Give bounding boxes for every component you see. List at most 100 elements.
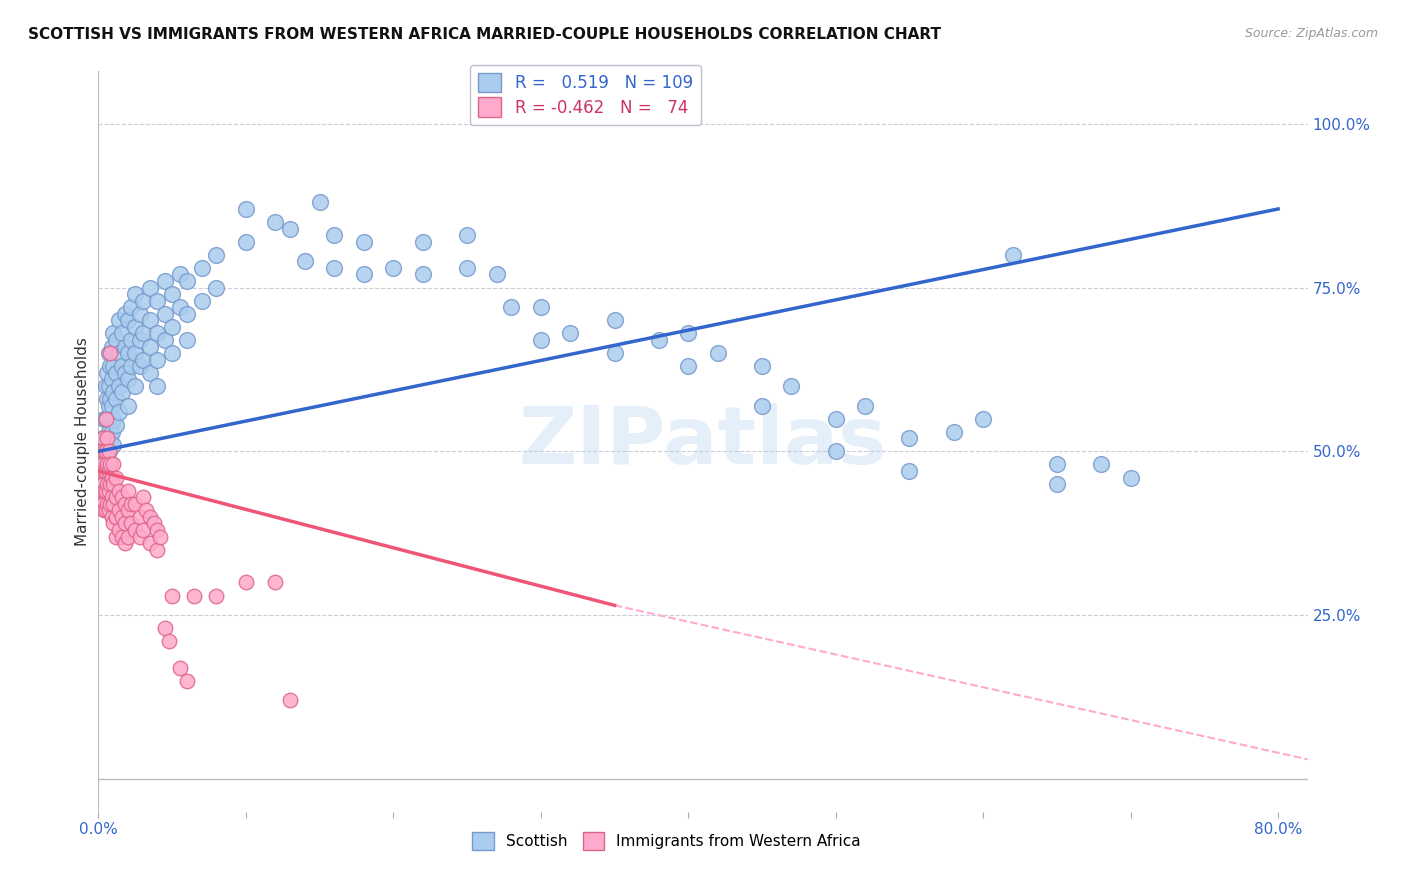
Point bbox=[1046, 477, 1069, 491]
Point bbox=[942, 425, 965, 439]
Text: ZIPatlas: ZIPatlas bbox=[519, 402, 887, 481]
Point bbox=[235, 575, 257, 590]
Point bbox=[139, 509, 162, 524]
Point bbox=[91, 431, 114, 445]
Point bbox=[456, 260, 478, 275]
Point bbox=[105, 530, 128, 544]
Point bbox=[131, 326, 153, 341]
Point bbox=[94, 411, 117, 425]
Point bbox=[105, 490, 128, 504]
Point bbox=[603, 313, 626, 327]
Point bbox=[853, 399, 876, 413]
Point bbox=[100, 425, 122, 439]
Point bbox=[323, 260, 346, 275]
Point bbox=[97, 346, 120, 360]
Point bbox=[96, 392, 118, 406]
Point bbox=[780, 379, 803, 393]
Point bbox=[972, 411, 994, 425]
Point bbox=[93, 483, 115, 498]
Text: Source: ZipAtlas.com: Source: ZipAtlas.com bbox=[1244, 27, 1378, 40]
Point bbox=[97, 444, 120, 458]
Point bbox=[648, 333, 671, 347]
Point bbox=[898, 464, 921, 478]
Point bbox=[353, 268, 375, 282]
Point bbox=[94, 458, 117, 472]
Point bbox=[169, 660, 191, 674]
Point bbox=[114, 366, 136, 380]
Point bbox=[160, 346, 183, 360]
Point bbox=[96, 497, 118, 511]
Point bbox=[264, 575, 287, 590]
Point bbox=[176, 307, 198, 321]
Point bbox=[90, 464, 112, 478]
Point bbox=[190, 293, 212, 308]
Point bbox=[94, 483, 117, 498]
Point bbox=[530, 300, 553, 314]
Point bbox=[1001, 248, 1024, 262]
Point bbox=[114, 307, 136, 321]
Point bbox=[176, 333, 198, 347]
Point bbox=[117, 399, 139, 413]
Point bbox=[97, 470, 120, 484]
Point bbox=[117, 530, 139, 544]
Point bbox=[120, 359, 142, 374]
Point bbox=[117, 313, 139, 327]
Point bbox=[120, 300, 142, 314]
Point bbox=[456, 228, 478, 243]
Point bbox=[98, 458, 121, 472]
Point bbox=[94, 464, 117, 478]
Text: SCOTTISH VS IMMIGRANTS FROM WESTERN AFRICA MARRIED-COUPLE HOUSEHOLDS CORRELATION: SCOTTISH VS IMMIGRANTS FROM WESTERN AFRI… bbox=[28, 27, 941, 42]
Point bbox=[96, 477, 118, 491]
Point bbox=[100, 490, 122, 504]
Point bbox=[235, 202, 257, 216]
Point bbox=[97, 399, 120, 413]
Point bbox=[176, 673, 198, 688]
Point bbox=[101, 497, 124, 511]
Point bbox=[108, 405, 131, 419]
Point bbox=[114, 516, 136, 531]
Point bbox=[91, 477, 114, 491]
Point bbox=[153, 621, 176, 635]
Y-axis label: Married-couple Households: Married-couple Households bbox=[75, 337, 90, 546]
Point bbox=[98, 497, 121, 511]
Point bbox=[111, 509, 134, 524]
Point bbox=[96, 483, 118, 498]
Point bbox=[128, 307, 150, 321]
Point bbox=[108, 313, 131, 327]
Point bbox=[117, 483, 139, 498]
Point bbox=[111, 385, 134, 400]
Point bbox=[169, 300, 191, 314]
Point bbox=[124, 346, 146, 360]
Point bbox=[94, 379, 117, 393]
Point bbox=[101, 516, 124, 531]
Point bbox=[1119, 470, 1142, 484]
Point bbox=[120, 333, 142, 347]
Point bbox=[128, 530, 150, 544]
Point bbox=[176, 274, 198, 288]
Point bbox=[1046, 458, 1069, 472]
Point bbox=[105, 333, 128, 347]
Point bbox=[678, 326, 700, 341]
Point bbox=[94, 411, 117, 425]
Point bbox=[98, 431, 121, 445]
Point bbox=[94, 431, 117, 445]
Point bbox=[101, 438, 124, 452]
Point bbox=[101, 326, 124, 341]
Point bbox=[235, 235, 257, 249]
Point bbox=[149, 530, 172, 544]
Point bbox=[824, 411, 846, 425]
Point bbox=[139, 280, 162, 294]
Point bbox=[157, 634, 180, 648]
Point bbox=[93, 477, 115, 491]
Point bbox=[128, 333, 150, 347]
Point bbox=[131, 490, 153, 504]
Point bbox=[111, 530, 134, 544]
Point bbox=[294, 254, 316, 268]
Point bbox=[751, 359, 773, 374]
Point bbox=[101, 385, 124, 400]
Point bbox=[501, 300, 523, 314]
Point bbox=[90, 497, 112, 511]
Point bbox=[706, 346, 728, 360]
Point bbox=[146, 542, 169, 557]
Point bbox=[114, 339, 136, 353]
